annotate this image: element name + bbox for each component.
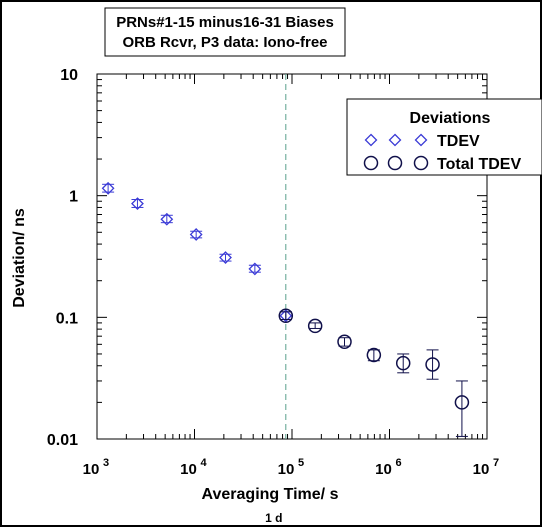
- legend-marker-diamond: [414, 133, 428, 147]
- x-tick-exponent: 5: [298, 457, 304, 469]
- y-axis-label: Deviation/ ns: [11, 208, 28, 308]
- legend-marker-circle: [363, 155, 379, 171]
- x-tick-label: 10 6: [375, 457, 401, 478]
- x-tick-label: 10 7: [473, 457, 499, 478]
- chart-title: PRNs#1-15 minus16-31 Biases ORB Rcvr, P3…: [104, 7, 346, 57]
- data-point-circle: [366, 347, 382, 363]
- series-tdev: [101, 181, 293, 323]
- legend-title: Deviations: [410, 110, 491, 127]
- title-line-2: ORB Rcvr, P3 data: Iono-free: [122, 34, 327, 51]
- x-tick-base: 10: [375, 461, 392, 478]
- x-axis-label: Averaging Time/ s: [202, 486, 339, 503]
- y-tick-label: 0.01: [47, 432, 78, 449]
- reference-line-group: 1 d: [265, 74, 287, 525]
- data-point-diamond: [248, 262, 262, 276]
- legend-label-tdev: TDEV: [437, 133, 480, 150]
- data-point-diamond: [101, 181, 115, 195]
- x-tick-base: 10: [83, 461, 100, 478]
- legend-marker-circle: [413, 155, 429, 171]
- legend-marker-diamond: [364, 133, 378, 147]
- x-tick-base: 10: [473, 461, 490, 478]
- data-point-circle: [425, 357, 440, 372]
- x-tick-exponent: 6: [395, 457, 401, 469]
- x-tick-exponent: 3: [103, 457, 109, 469]
- legend: Deviations TDEV Total TDEV: [346, 98, 542, 176]
- data-point-circle: [337, 334, 352, 349]
- data-point-circle: [395, 355, 411, 371]
- x-tick-label: 10 4: [180, 457, 207, 478]
- legend-box: [346, 98, 542, 176]
- x-tick-label: 10 3: [83, 457, 109, 478]
- data-point-circle: [454, 395, 470, 410]
- data-point-diamond: [279, 309, 293, 323]
- y-tick-label: 10: [60, 67, 78, 84]
- y-tick-label: 1: [69, 189, 78, 206]
- data-point-circle: [307, 318, 323, 334]
- data-point-circle: [278, 308, 294, 324]
- series-total-tdev: [278, 308, 470, 437]
- x-tick-base: 10: [278, 461, 295, 478]
- data-point-diamond: [219, 251, 232, 264]
- data-point-diamond: [189, 228, 203, 241]
- legend-marker-diamond: [388, 133, 402, 147]
- x-tick-label: 10 5: [278, 457, 304, 478]
- legend-label-total-tdev: Total TDEV: [437, 156, 521, 173]
- data-series: [101, 181, 470, 437]
- x-tick-base: 10: [180, 461, 197, 478]
- x-tick-exponent: 4: [200, 457, 207, 469]
- legend-marker-circle: [387, 155, 403, 171]
- data-point-diamond: [131, 197, 144, 211]
- data-point-diamond: [160, 212, 174, 226]
- y-tick-label: 0.1: [56, 310, 78, 327]
- reference-line-label: 1 d: [265, 511, 282, 525]
- x-tick-exponent: 7: [493, 457, 499, 469]
- title-line-1: PRNs#1-15 minus16-31 Biases: [116, 14, 334, 31]
- title-box: [104, 7, 346, 57]
